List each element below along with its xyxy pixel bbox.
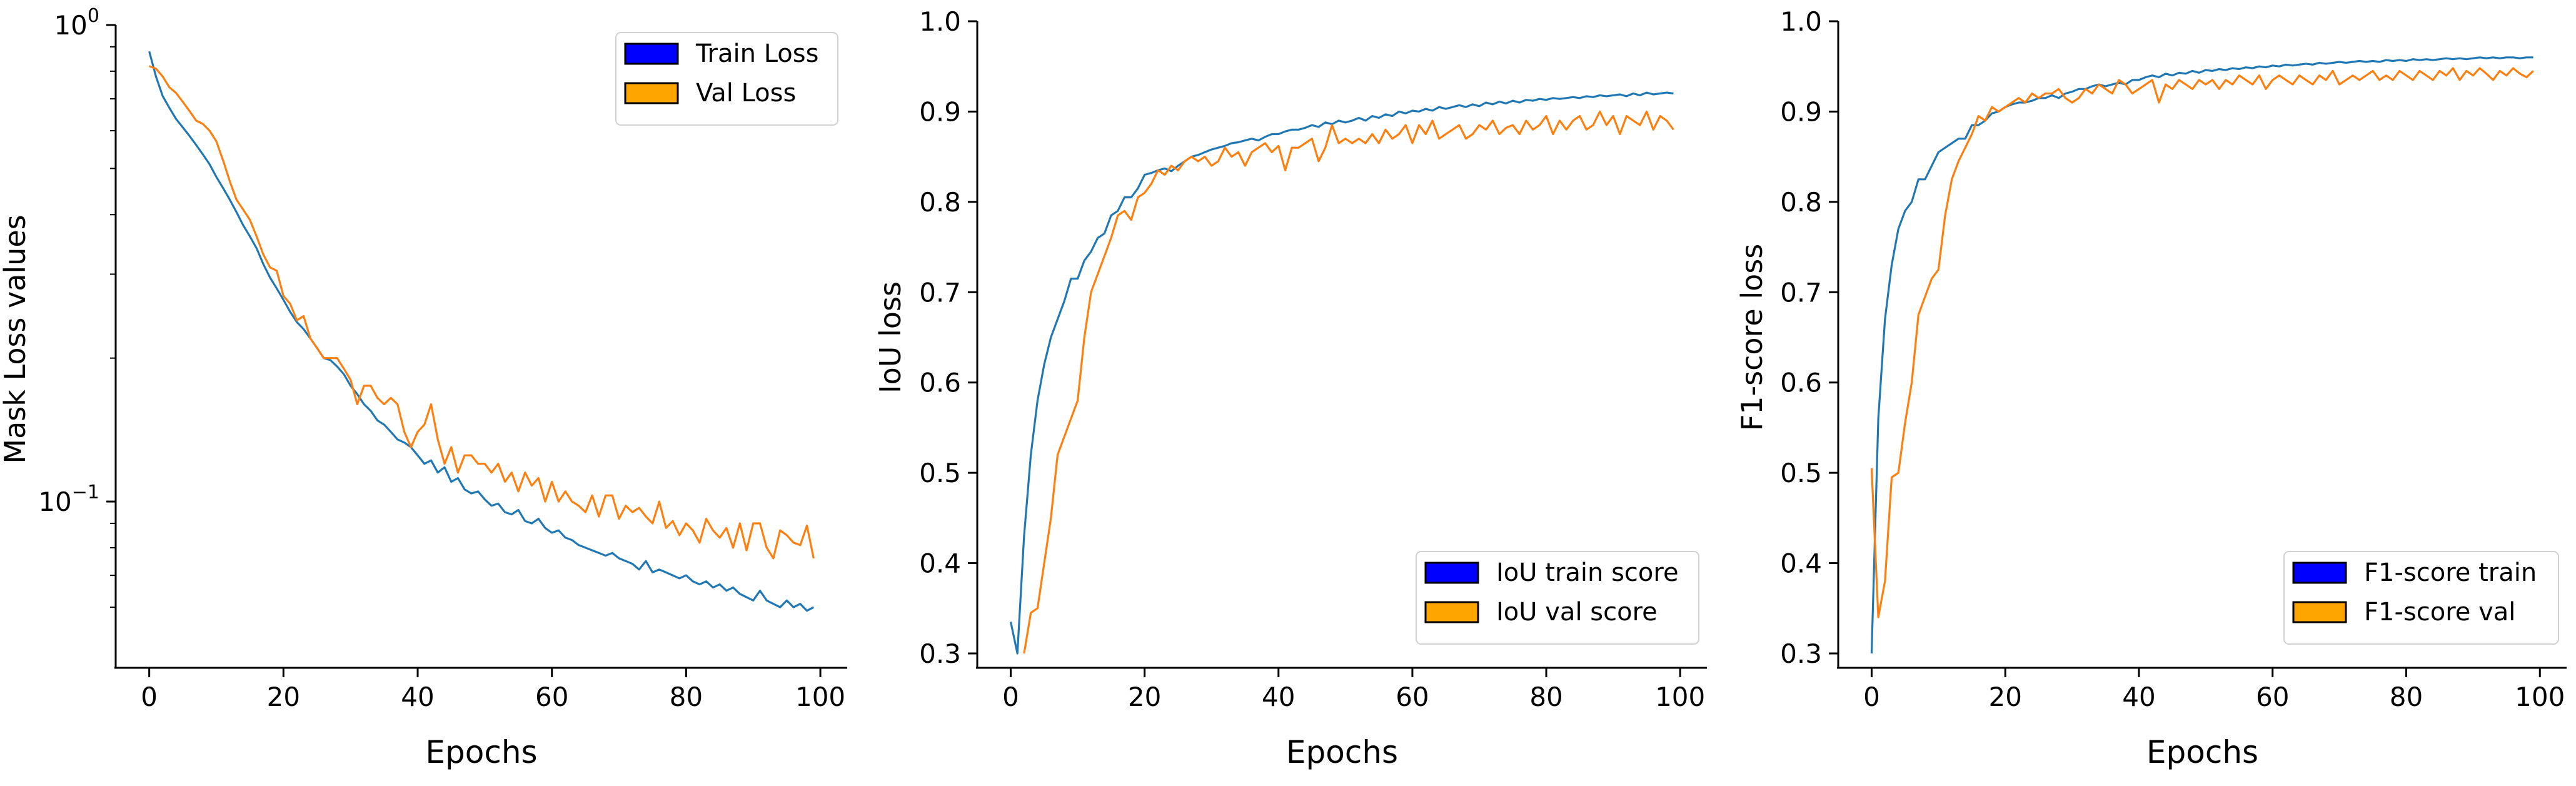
y-tick-label: 0.5 bbox=[1780, 458, 1822, 488]
legend-swatch bbox=[1424, 562, 1479, 584]
chart-panel-1: 0 20 40 60 80 100 100 10−1 Epochs Mask Loss value… bbox=[0, 5, 847, 770]
y-tick-label: 0.9 bbox=[919, 96, 961, 127]
x-tick-label: 20 bbox=[1128, 682, 1161, 712]
y-tick-label: 0.8 bbox=[919, 187, 961, 218]
y-axis-label: Mask Loss values bbox=[0, 214, 32, 463]
legend-swatch bbox=[2292, 562, 2347, 584]
x-tick-label: 80 bbox=[670, 682, 703, 712]
legend-label: Val Loss bbox=[696, 79, 796, 108]
legend-label: F1-score val bbox=[2364, 598, 2515, 627]
series-line-2 bbox=[1870, 67, 2534, 618]
y-tick-label: 1.0 bbox=[919, 6, 961, 37]
y-tick-label: 0.6 bbox=[1780, 368, 1822, 398]
series-line-1 bbox=[1870, 56, 2533, 654]
x-axis-label: Epochs bbox=[2146, 734, 2258, 770]
legend-frame bbox=[2283, 551, 2559, 645]
x-tick-label: 20 bbox=[267, 682, 300, 712]
x-tick-label: 0 bbox=[1002, 682, 1019, 712]
x-tick-label: 60 bbox=[2256, 682, 2289, 712]
y-tick-label: 100 bbox=[54, 5, 99, 41]
y-tick-label: 0.3 bbox=[1780, 638, 1822, 669]
y-tick-label: 0.5 bbox=[919, 458, 961, 488]
chart-panel-3: 0 20 40 60 80 100 0.3 0.4 0.5 0.6 0.7 0.8 0.9 1.0 Epoc… bbox=[1735, 6, 2567, 770]
x-tick-label: 0 bbox=[1863, 682, 1880, 712]
y-tick-label: 0.7 bbox=[919, 277, 961, 308]
legend-label: IoU val score bbox=[1496, 598, 1658, 627]
x-tick-label: 20 bbox=[1988, 682, 2021, 712]
legend: F1-score train F1-score val bbox=[2283, 551, 2559, 645]
legend-label: F1-score train bbox=[2364, 558, 2537, 587]
y-tick-label: 10−1 bbox=[38, 481, 99, 517]
x-tick-label: 40 bbox=[1262, 682, 1295, 712]
y-tick-label: 0.3 bbox=[919, 638, 961, 669]
legend-frame bbox=[1416, 551, 1699, 645]
y-tick-label: 0.4 bbox=[919, 548, 961, 579]
y-tick-label: 1.0 bbox=[1780, 6, 1822, 37]
y-axis-label: IoU loss bbox=[873, 281, 907, 393]
x-axis-label: Epochs bbox=[1286, 734, 1398, 770]
y-tick-label: 0.6 bbox=[919, 368, 961, 398]
legend: IoU train score IoU val score bbox=[1416, 551, 1699, 645]
y-tick-label: 0.9 bbox=[1780, 96, 1822, 127]
legend-label: IoU train score bbox=[1496, 558, 1679, 587]
legend-swatch bbox=[2292, 601, 2347, 623]
x-tick-label: 80 bbox=[1529, 682, 1562, 712]
x-axis-label: Epochs bbox=[425, 734, 537, 770]
x-tick-label: 80 bbox=[2390, 682, 2423, 712]
x-tick-label: 40 bbox=[2122, 682, 2155, 712]
y-axis-label: F1-score loss bbox=[1735, 244, 1769, 431]
x-tick-label: 60 bbox=[535, 682, 568, 712]
x-tick-label: 100 bbox=[2515, 682, 2565, 712]
legend-swatch bbox=[624, 43, 679, 65]
series-line-2 bbox=[149, 65, 815, 560]
y-tick-label: 0.4 bbox=[1780, 548, 1822, 579]
legend-label: Train Loss bbox=[695, 39, 818, 68]
chart-panel-2: 0 20 40 60 80 100 0.3 0.4 0.5 0.6 0.7 0.8 0.9 1.0 Epoc… bbox=[873, 6, 1707, 770]
x-tick-label: 40 bbox=[401, 682, 434, 712]
legend-swatch bbox=[624, 82, 679, 104]
series-line-2 bbox=[1023, 110, 1674, 654]
series-line-1 bbox=[1009, 91, 1674, 655]
x-tick-label: 100 bbox=[1655, 682, 1705, 712]
y-tick-label: 0.8 bbox=[1780, 187, 1822, 218]
legend: Train Loss Val Loss bbox=[615, 32, 838, 126]
x-tick-label: 60 bbox=[1396, 682, 1429, 712]
x-tick-label: 0 bbox=[141, 682, 158, 712]
legend-swatch bbox=[1424, 601, 1479, 623]
y-tick-label: 0.7 bbox=[1780, 277, 1822, 308]
series-line-1 bbox=[148, 51, 815, 612]
x-tick-label: 100 bbox=[795, 682, 845, 712]
